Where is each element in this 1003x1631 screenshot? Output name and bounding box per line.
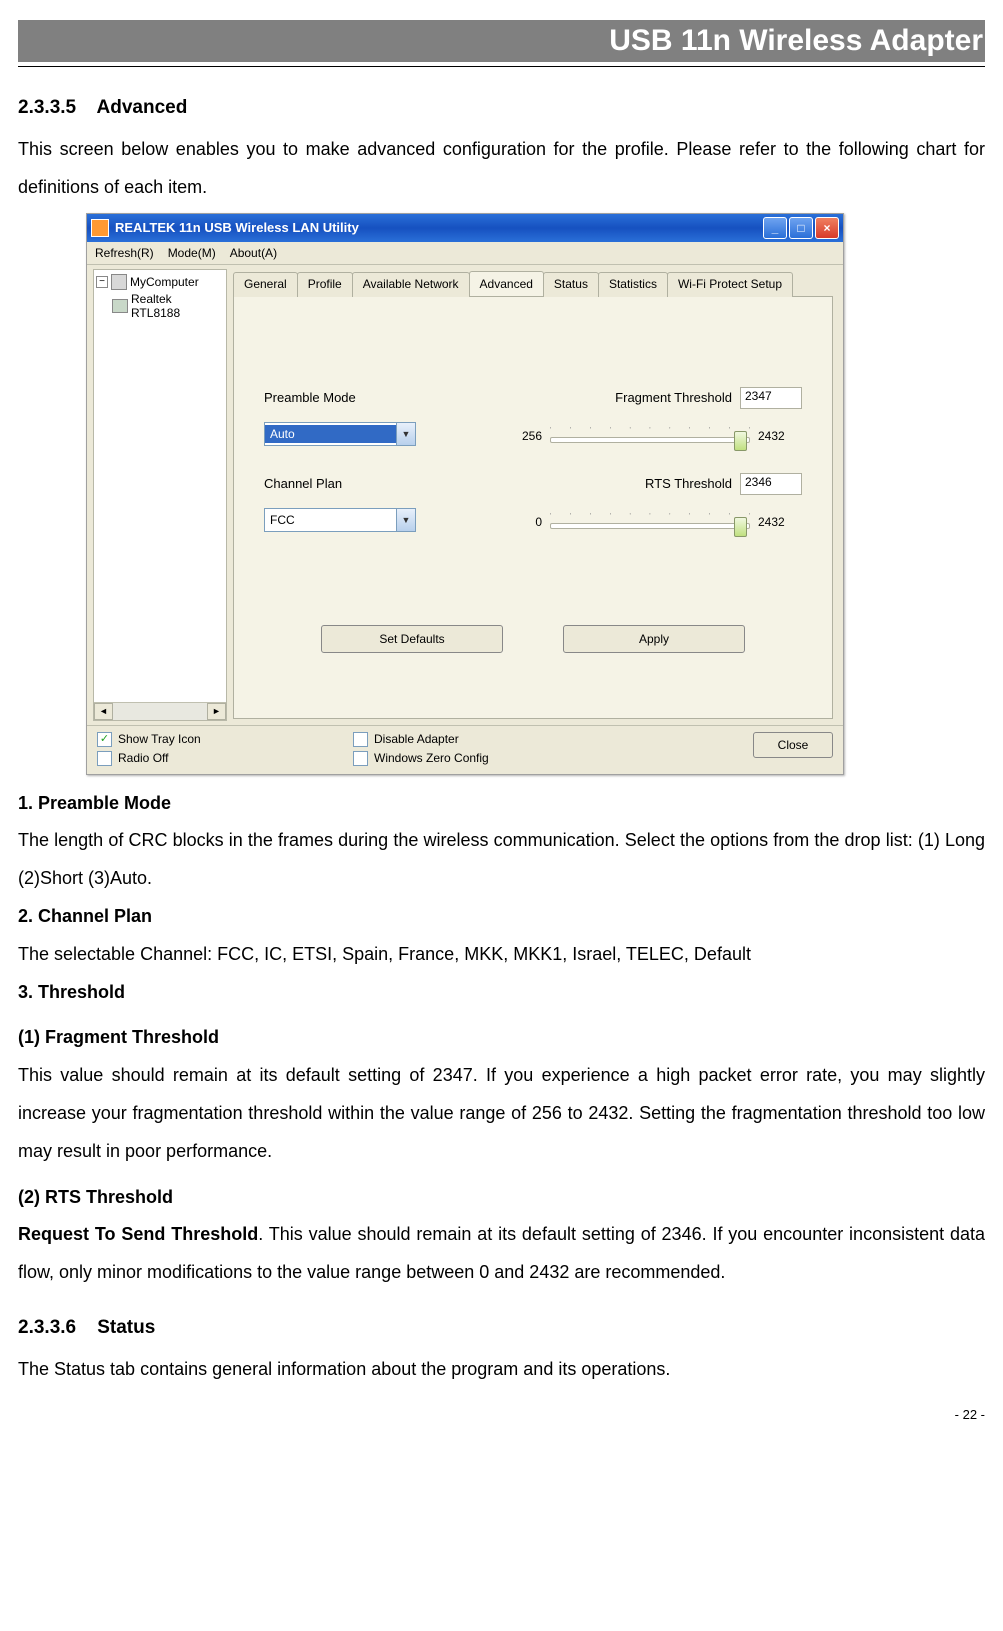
wzc-label: Windows Zero Config — [374, 751, 489, 765]
rts-threshold-body: Request To Send Threshold. This value sh… — [18, 1216, 985, 1292]
tree-child[interactable]: Realtek RTL8188 — [131, 292, 224, 320]
show-tray-checkbox[interactable]: ✓ — [97, 732, 112, 747]
preamble-combo[interactable]: Auto ▼ — [264, 422, 416, 446]
rts-max: 2432 — [758, 515, 802, 529]
menu-about[interactable]: About(A) — [230, 246, 277, 260]
tab-content-advanced: Preamble Mode Fragment Threshold 2347 Au… — [233, 296, 833, 719]
tab-advanced[interactable]: Advanced — [469, 271, 544, 296]
disable-adapter-checkbox[interactable] — [353, 732, 368, 747]
tab-general[interactable]: General — [233, 272, 298, 297]
fragment-threshold-body: This value should remain at its default … — [18, 1057, 985, 1170]
section-number: 2.3.3.5 — [18, 97, 76, 118]
tab-status[interactable]: Status — [543, 272, 599, 297]
rts-slider[interactable]: ''''''''''' — [550, 511, 750, 533]
section-2336-heading: 2.3.3.6 Status — [18, 1317, 985, 1339]
tab-available-network[interactable]: Available Network — [352, 272, 470, 297]
rts-slider-thumb[interactable] — [734, 517, 747, 537]
menu-mode[interactable]: Mode(M) — [168, 246, 216, 260]
channel-plan-label: Channel Plan — [264, 476, 434, 491]
section-2335-heading: 2.3.3.5 Advanced — [18, 97, 985, 119]
close-window-button[interactable]: × — [815, 217, 839, 239]
computer-icon — [111, 274, 127, 290]
rts-threshold-heading: (2) RTS Threshold — [18, 1179, 985, 1217]
channel-plan-heading: 2. Channel Plan — [18, 898, 985, 936]
frag-slider[interactable]: ''''''''''' — [550, 425, 750, 447]
radio-off-checkbox[interactable] — [97, 751, 112, 766]
close-button[interactable]: Close — [753, 732, 833, 758]
header-rule — [18, 66, 985, 67]
preamble-combo-value: Auto — [265, 425, 396, 443]
fragment-threshold-label: Fragment Threshold — [615, 390, 732, 405]
frag-min: 256 — [512, 429, 542, 443]
menu-refresh[interactable]: Refresh(R) — [95, 246, 154, 260]
disable-adapter-label: Disable Adapter — [374, 732, 459, 746]
threshold-heading: 3. Threshold — [18, 974, 985, 1012]
rts-min: 0 — [512, 515, 542, 529]
fragment-threshold-value[interactable]: 2347 — [740, 387, 802, 409]
radio-off-label: Radio Off — [118, 751, 168, 765]
tab-strip: General Profile Available Network Advanc… — [233, 271, 833, 296]
channel-plan-combo-value: FCC — [265, 511, 396, 529]
frag-max: 2432 — [758, 429, 802, 443]
device-tree: − MyComputer Realtek RTL8188 ◄ ► — [93, 269, 227, 721]
set-defaults-button[interactable]: Set Defaults — [321, 625, 503, 653]
channel-plan-body: The selectable Channel: FCC, IC, ETSI, S… — [18, 936, 985, 974]
screenshot-window: REALTEK 11n USB Wireless LAN Utility _ □… — [86, 213, 844, 775]
wzc-checkbox[interactable] — [353, 751, 368, 766]
preamble-label: Preamble Mode — [264, 390, 434, 405]
tree-hscrollbar[interactable]: ◄ ► — [94, 702, 226, 720]
scroll-left-icon[interactable]: ◄ — [94, 703, 113, 720]
tab-wps[interactable]: Wi-Fi Protect Setup — [667, 272, 793, 297]
rts-threshold-value[interactable]: 2346 — [740, 473, 802, 495]
adapter-icon — [112, 299, 128, 313]
combo-dropdown-icon[interactable]: ▼ — [396, 423, 415, 445]
fragment-threshold-heading: (1) Fragment Threshold — [18, 1019, 985, 1057]
tab-statistics[interactable]: Statistics — [598, 272, 668, 297]
scroll-track[interactable] — [113, 703, 207, 720]
combo-dropdown-icon[interactable]: ▼ — [396, 509, 415, 531]
window-titlebar: REALTEK 11n USB Wireless LAN Utility _ □… — [87, 214, 843, 242]
channel-plan-combo[interactable]: FCC ▼ — [264, 508, 416, 532]
page-number: - 22 - — [18, 1407, 985, 1422]
preamble-mode-body: The length of CRC blocks in the frames d… — [18, 822, 985, 898]
show-tray-label: Show Tray Icon — [118, 732, 201, 746]
section-number: 2.3.3.6 — [18, 1317, 76, 1338]
preamble-mode-heading: 1. Preamble Mode — [18, 785, 985, 823]
tree-collapse-icon[interactable]: − — [96, 276, 108, 288]
section-2336-body: The Status tab contains general informat… — [18, 1351, 985, 1389]
scroll-right-icon[interactable]: ► — [207, 703, 226, 720]
tab-profile[interactable]: Profile — [297, 272, 353, 297]
tree-root[interactable]: MyComputer — [130, 275, 199, 289]
section-title: Advanced — [97, 97, 188, 118]
app-icon — [91, 219, 109, 237]
status-bar: ✓ Show Tray Icon Radio Off Disable Adapte… — [87, 725, 843, 774]
minimize-button[interactable]: _ — [763, 217, 787, 239]
rts-threshold-label: RTS Threshold — [645, 476, 732, 491]
section-title: Status — [97, 1317, 155, 1338]
apply-button[interactable]: Apply — [563, 625, 745, 653]
doc-header: USB 11n Wireless Adapter — [18, 20, 985, 62]
window-title: REALTEK 11n USB Wireless LAN Utility — [115, 220, 763, 235]
maximize-button[interactable]: □ — [789, 217, 813, 239]
section-2335-intro: This screen below enables you to make ad… — [18, 131, 985, 207]
menu-bar: Refresh(R) Mode(M) About(A) — [87, 242, 843, 265]
rts-bold-lead: Request To Send Threshold — [18, 1224, 258, 1244]
frag-slider-thumb[interactable] — [734, 431, 747, 451]
